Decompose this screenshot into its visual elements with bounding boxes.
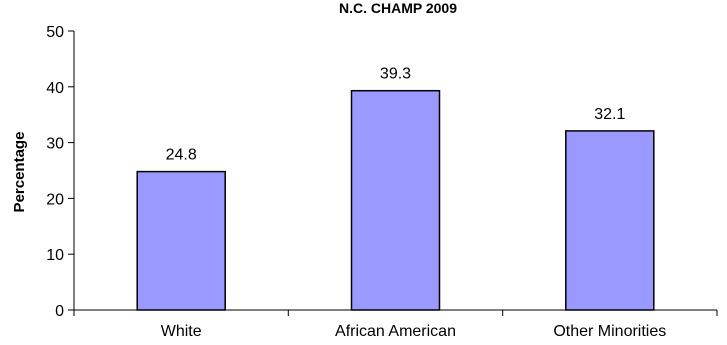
bar-other-minorities (565, 130, 655, 311)
x-tick-label-white: White (161, 323, 202, 340)
bar-white (136, 170, 226, 311)
chart-title: N.C. CHAMP 2009 (339, 0, 457, 16)
y-tick-label-10: 10 (46, 247, 64, 264)
x-tick-label-other-minorities: Other Minorities (553, 323, 666, 340)
y-tick-label-50: 50 (46, 24, 64, 41)
y-tick-label-40: 40 (46, 80, 64, 97)
plot-area: 24.8 39.3 32.1 0 10 20 30 40 50 White African Am… (46, 24, 718, 340)
x-axis: White African American Other Minorities (73, 309, 718, 340)
data-label-african-american: 39.3 (380, 66, 411, 83)
y-axis-title: Percentage (11, 132, 28, 213)
data-label-other-minorities: 32.1 (594, 106, 625, 123)
data-label-white: 24.8 (166, 147, 197, 164)
data-labels: 24.8 39.3 32.1 (166, 66, 626, 164)
bar-african-american (350, 89, 441, 311)
y-tick-label-30: 30 (46, 136, 64, 153)
x-tick-label-african-american: African American (335, 323, 456, 340)
y-axis: 0 10 20 30 40 50 (46, 24, 75, 320)
bars (136, 89, 655, 311)
y-tick-label-20: 20 (46, 191, 64, 208)
y-tick-label-0: 0 (55, 303, 64, 320)
